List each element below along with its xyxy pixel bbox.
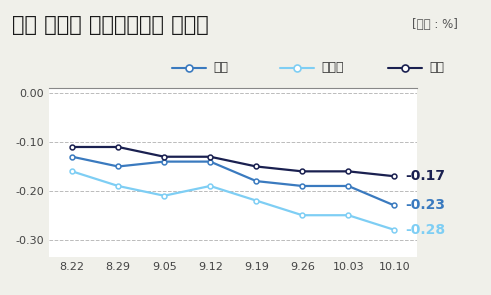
수도권 [391,228,397,232]
지방 [300,170,305,173]
수도권 [253,199,259,202]
지방 [391,174,397,178]
Text: -0.17: -0.17 [406,169,445,183]
수도권 [69,170,75,173]
Text: -0.23: -0.23 [406,199,445,212]
Text: [단위 : %]: [단위 : %] [412,18,458,31]
지방 [345,170,351,173]
전국 [300,184,305,188]
Text: 수도권: 수도권 [322,61,344,74]
수도권 [300,214,305,217]
Line: 전국: 전국 [70,154,397,208]
Line: 지방: 지방 [70,145,397,179]
전국 [161,160,167,163]
전국 [391,204,397,207]
지방 [207,155,213,158]
전국 [345,184,351,188]
전국 [253,179,259,183]
전국 [115,165,121,168]
Line: 수도권: 수도권 [70,169,397,232]
지방 [253,165,259,168]
Text: -0.28: -0.28 [406,223,445,237]
Text: 전국: 전국 [214,61,229,74]
지방 [115,145,121,149]
전국 [207,160,213,163]
Text: 지방: 지방 [430,61,445,74]
수도권 [115,184,121,188]
지방 [161,155,167,158]
지방 [69,145,75,149]
수도권 [207,184,213,188]
수도권 [161,194,167,197]
Text: 주간 아파트 매매가격지수 변동률: 주간 아파트 매매가격지수 변동률 [12,15,209,35]
수도권 [345,214,351,217]
전국 [69,155,75,158]
